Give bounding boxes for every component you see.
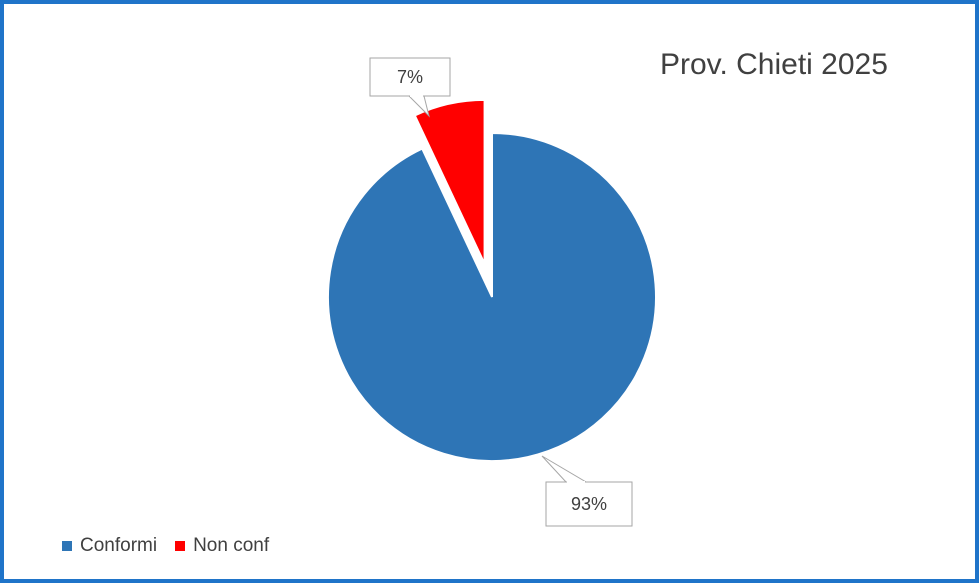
slice-non-conf [413,98,486,265]
data-label-non-conf: 7% [397,67,423,87]
legend-swatch-conformi [62,541,72,551]
legend-swatch-non-conf [175,541,186,551]
legend-item-non-conf: Non conf [175,535,269,557]
legend-label-conformi: Conformi [80,535,158,556]
legend-label-non-conf: Non conf [193,535,270,556]
pie-slices [327,98,657,462]
data-label-non-conf-callout: 7% [369,57,451,118]
data-label-conformi: 93% [571,494,607,514]
legend: Conformi Non conf [62,535,269,557]
chart-title: Prov. Chieti 2025 [660,48,888,81]
data-label-conformi-callout: 93% [541,455,633,527]
pie-chart: 93% 7% [327,57,657,527]
legend-item-conformi: Conformi [62,535,157,557]
slice-conformi [327,131,657,462]
data-label-callouts: 93% 7% [369,57,633,527]
